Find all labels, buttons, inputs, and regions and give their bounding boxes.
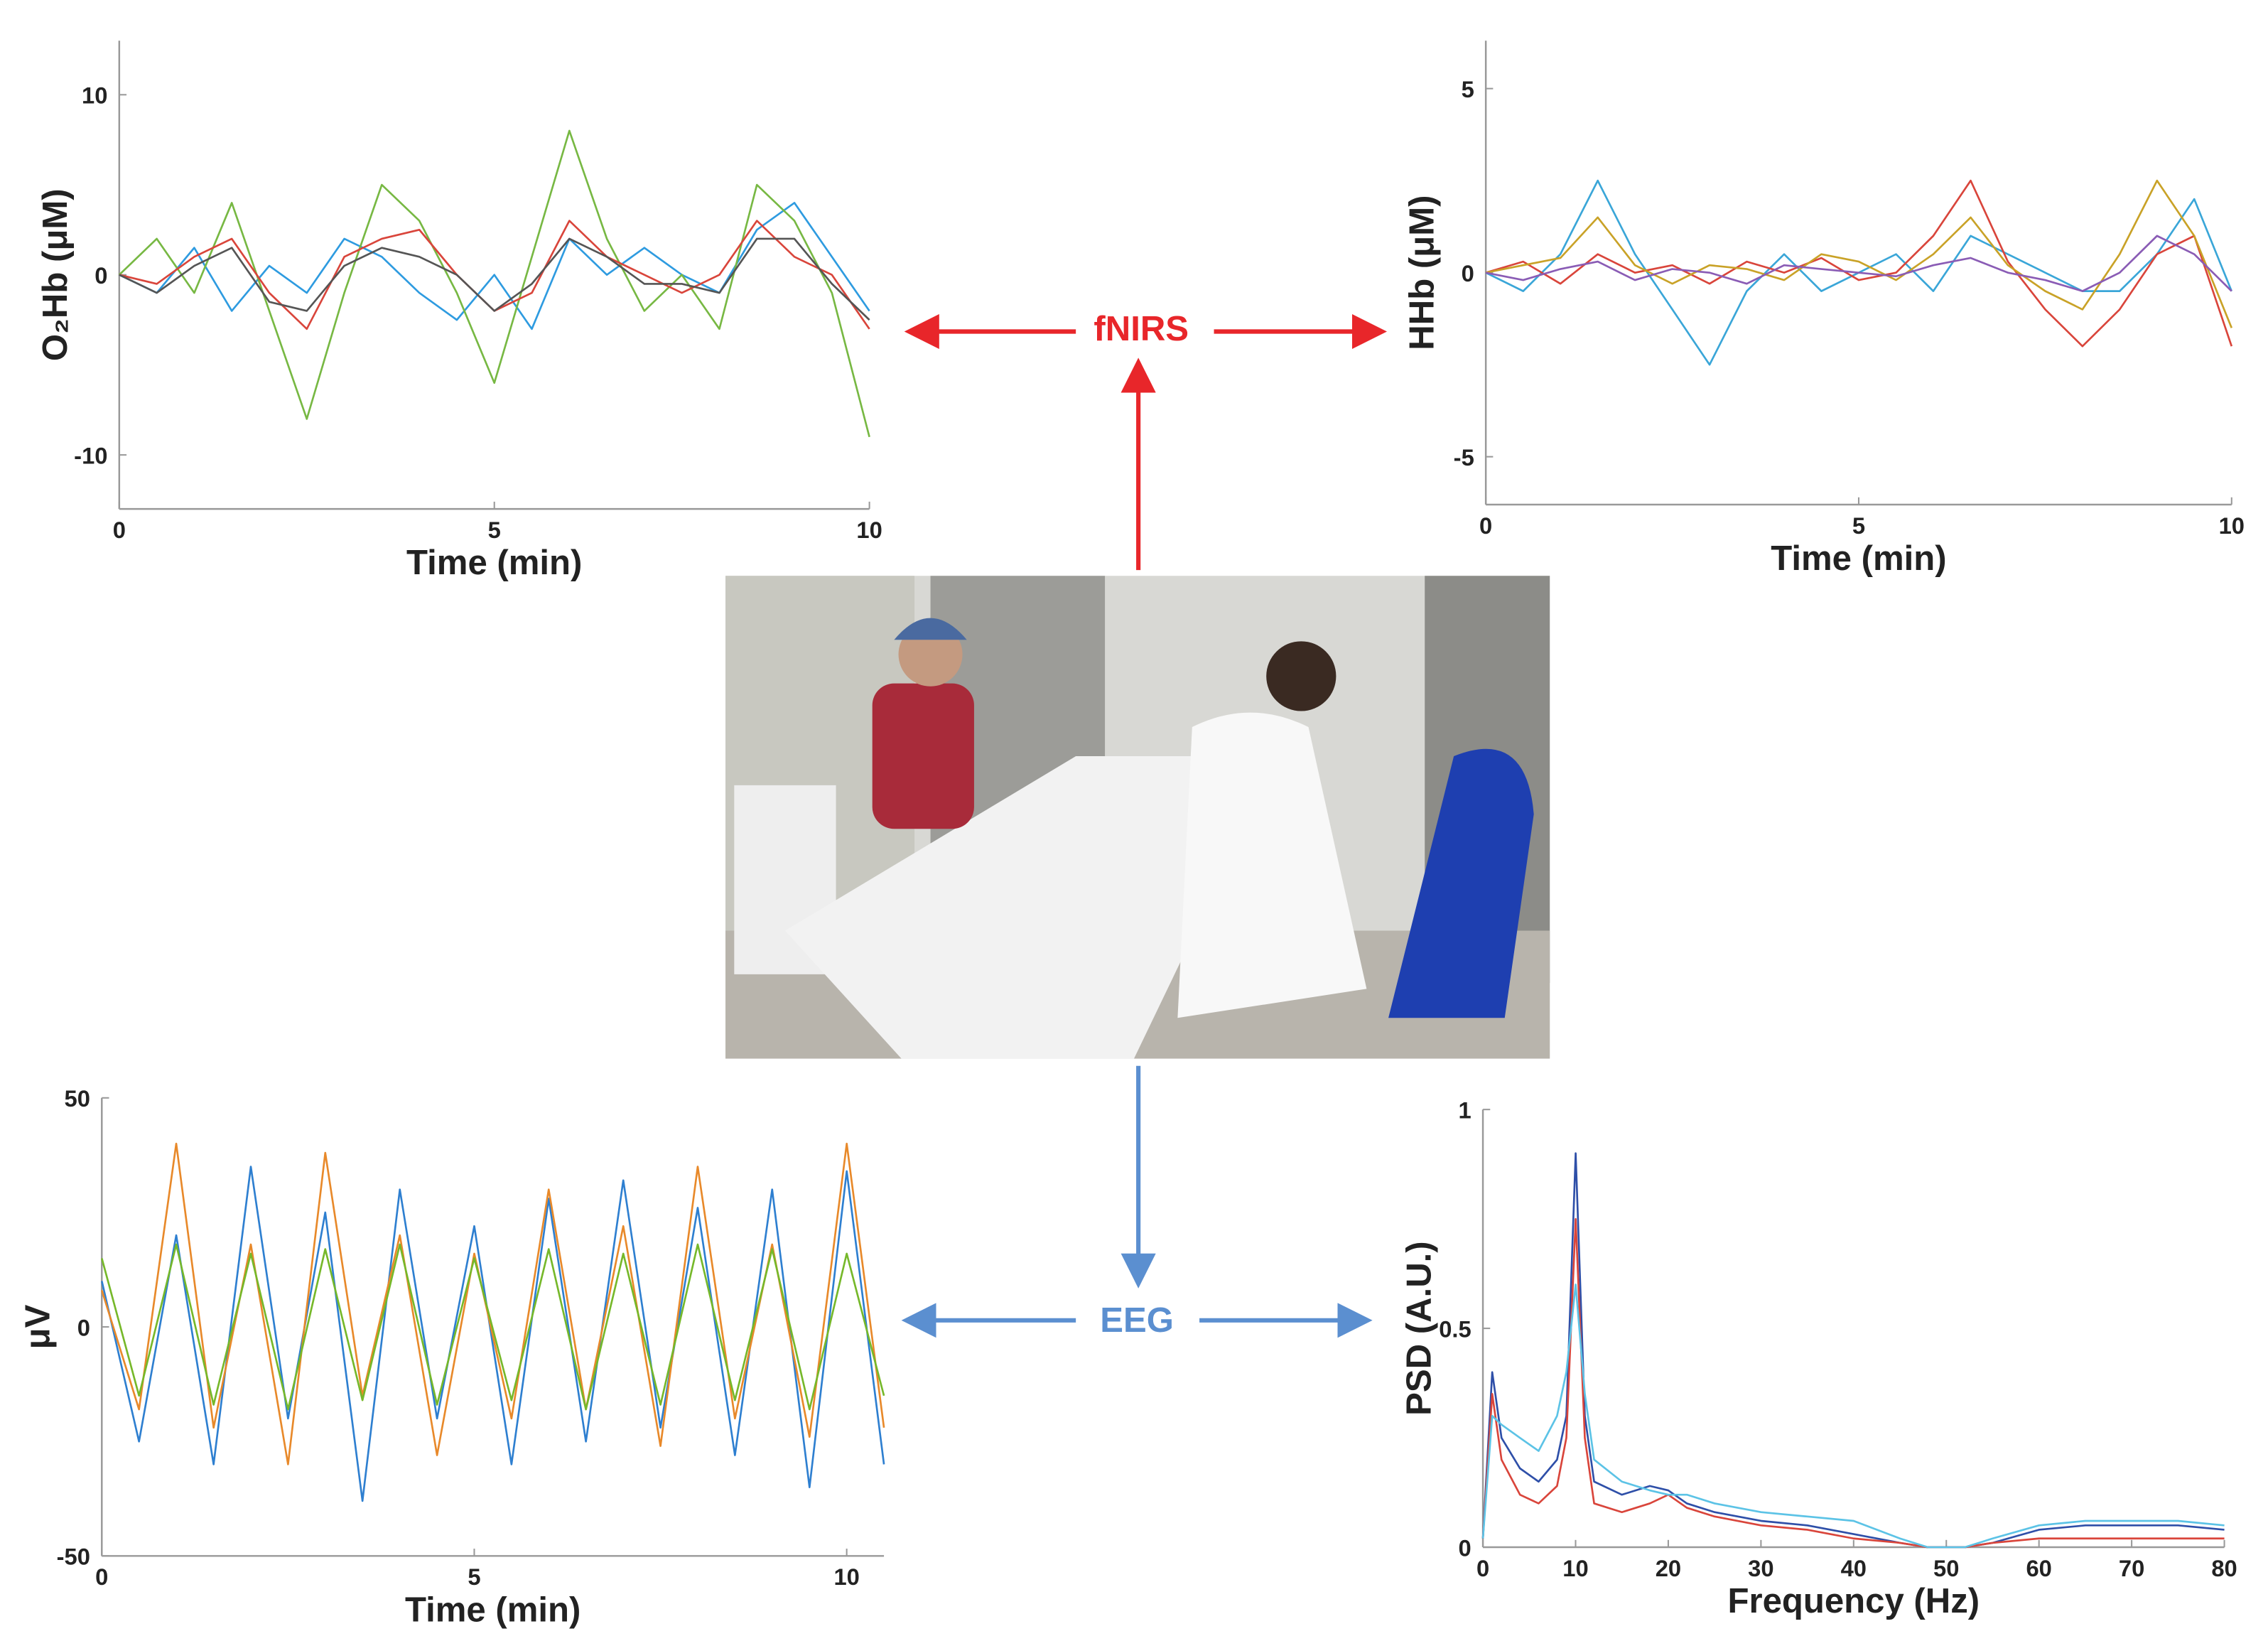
- x-tick-label: 10: [833, 1564, 859, 1590]
- data-line: [1485, 179, 2233, 348]
- y-axis-label: HHb (μM): [1403, 195, 1441, 350]
- y-tick-label: 0: [1458, 1534, 1471, 1561]
- x-tick-label: 0: [95, 1564, 108, 1590]
- y-tick-label: 0: [1462, 260, 1474, 286]
- x-tick-label: 10: [856, 517, 882, 543]
- x-axis-label: Time (min): [1771, 539, 1946, 578]
- data-line: [119, 202, 870, 330]
- y-tick-label: -50: [57, 1544, 90, 1570]
- x-tick-label: 5: [468, 1564, 480, 1590]
- x-tick-label: 50: [1933, 1555, 1959, 1581]
- x-tick-label: 0: [113, 517, 126, 543]
- y-tick-label: 50: [65, 1085, 90, 1112]
- x-axis-label: Time (min): [405, 1591, 580, 1629]
- y-axis-label: O₂Hb (μM): [36, 188, 75, 361]
- y-tick-label: -10: [74, 442, 107, 468]
- x-tick-label: 10: [1562, 1555, 1588, 1581]
- x-axis-label: Frequency (Hz): [1727, 1582, 1980, 1620]
- y-axis-label: μV: [19, 1304, 58, 1349]
- y-tick-label: 0: [77, 1314, 90, 1340]
- annotation: fNIRS: [1094, 310, 1189, 348]
- y-tick-label: 0.5: [1439, 1316, 1471, 1342]
- data-line: [1481, 1284, 2225, 1549]
- data-line: [1485, 179, 2233, 328]
- data-line: [101, 1243, 885, 1411]
- y-tick-label: 5: [1462, 76, 1474, 102]
- x-tick-label: 5: [488, 517, 501, 543]
- x-tick-label: 30: [1748, 1555, 1773, 1581]
- y-tick-label: 0: [94, 262, 107, 289]
- x-tick-label: 70: [2119, 1555, 2144, 1581]
- x-tick-label: 0: [1479, 512, 1492, 539]
- x-tick-label: 80: [2211, 1555, 2237, 1581]
- x-tick-label: 10: [2219, 512, 2245, 539]
- data-line: [118, 129, 870, 438]
- x-tick-label: 60: [2026, 1555, 2051, 1581]
- y-tick-label: 10: [82, 82, 107, 109]
- y-tick-label: -5: [1454, 444, 1474, 470]
- y-tick-label: 1: [1458, 1097, 1471, 1123]
- x-axis-label: Time (min): [406, 544, 582, 582]
- annotation: EEG: [1100, 1301, 1174, 1340]
- data-line: [1481, 1217, 2225, 1549]
- data-line: [1485, 235, 2232, 292]
- x-tick-label: 20: [1656, 1555, 1681, 1581]
- data-line: [1481, 1152, 2225, 1549]
- photo: [725, 576, 1550, 1059]
- x-tick-label: 40: [1841, 1555, 1867, 1581]
- x-tick-label: 0: [1476, 1555, 1489, 1581]
- x-tick-label: 5: [1852, 512, 1865, 539]
- data-line: [101, 1142, 885, 1465]
- y-axis-label: PSD (A.U.): [1400, 1241, 1438, 1415]
- data-line: [119, 237, 870, 321]
